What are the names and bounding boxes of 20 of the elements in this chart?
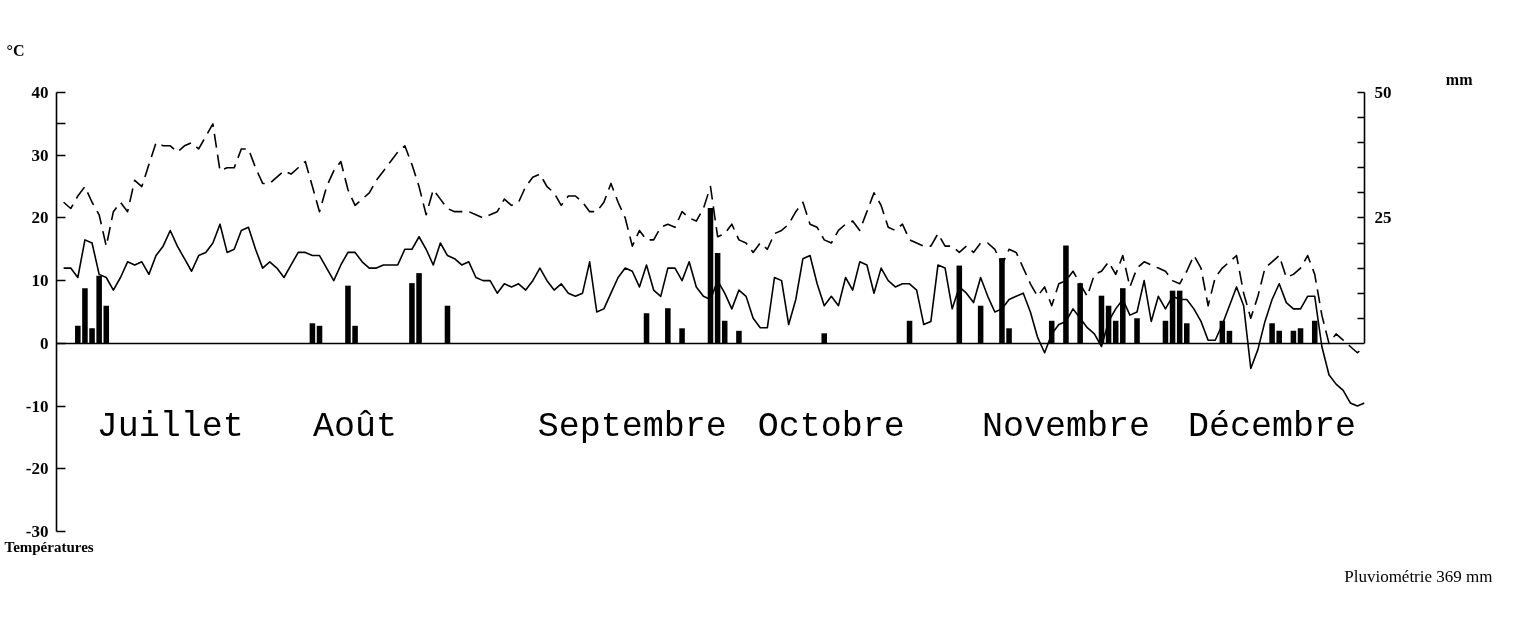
- y-tick-label: -20: [25, 459, 49, 479]
- y-tick-label: 20: [31, 208, 49, 228]
- y-tick-label: -30: [25, 522, 49, 541]
- x-tick-label: Octobre: [757, 407, 905, 448]
- y2-tick-label: 50: [1374, 83, 1392, 102]
- x-tick-label: Novembre: [981, 407, 1150, 448]
- x-tick-label: Décembre: [1188, 407, 1357, 448]
- y-tick-label: -10: [25, 396, 49, 416]
- y-tick-label: 30: [31, 145, 49, 165]
- y2-tick-label: 25: [1374, 208, 1392, 228]
- x-tick-label: Juillet: [96, 407, 244, 448]
- x-tick-label: Août: [313, 407, 398, 448]
- y-tick-label: 40: [31, 83, 49, 102]
- text: Pluviométrie 369 mm: [1344, 566, 1493, 586]
- y2-axis-title: mm: [1445, 70, 1474, 88]
- y-axis-title: °C: [6, 41, 25, 59]
- y-tick-label: 10: [31, 271, 49, 291]
- x-tick-label: Septembre: [537, 407, 727, 448]
- text: Températures: [4, 538, 94, 555]
- y-tick-label: 0: [40, 333, 49, 353]
